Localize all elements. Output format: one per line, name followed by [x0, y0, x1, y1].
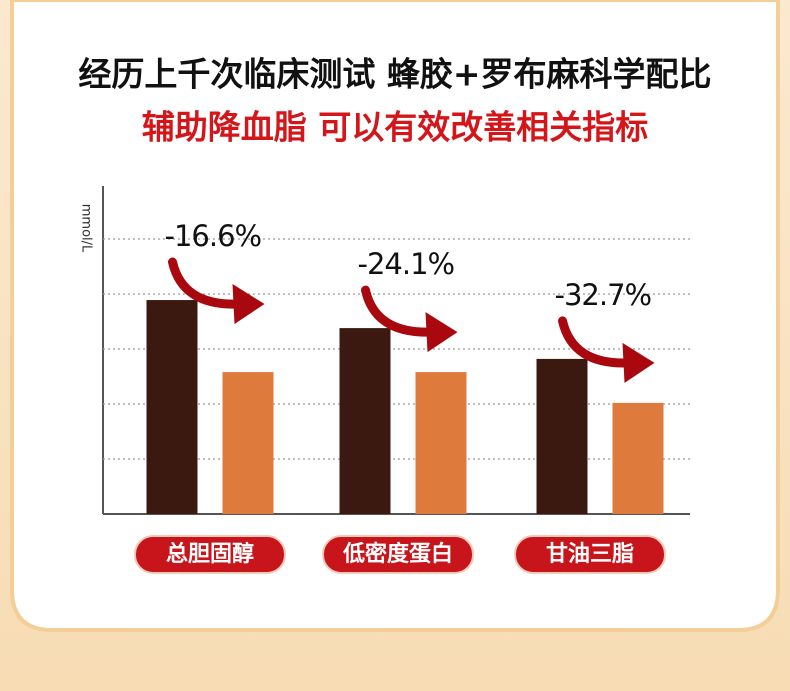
arrow-head — [622, 342, 655, 383]
arrow — [558, 316, 633, 368]
bar — [222, 372, 274, 514]
bar — [146, 300, 198, 514]
x-tick-label: 低密度蛋白 — [342, 541, 453, 567]
bar — [612, 402, 664, 514]
annotation: -24.1% — [358, 247, 455, 281]
bar — [339, 328, 391, 514]
annotation: -16.6% — [165, 219, 262, 253]
arrow — [361, 285, 436, 337]
chart-title: 经历上千次临床测试 蜂胶+罗布麻科学配比 — [78, 55, 711, 94]
bar — [536, 358, 588, 514]
category-pill — [514, 535, 666, 574]
x-tick-label: 甘油三脂 — [546, 541, 634, 567]
arrow-head — [232, 284, 265, 325]
x-tick-label: 总胆固醇 — [166, 541, 254, 567]
annotation: -32.7% — [555, 278, 652, 312]
bar — [415, 372, 467, 514]
y-axis-label: mmol/L — [79, 204, 94, 253]
chart-subtitle: 辅助降血脂 可以有效改善相关指标 — [142, 108, 649, 147]
arrow-head — [425, 312, 458, 353]
category-pill — [134, 535, 286, 574]
category-pill — [322, 535, 474, 574]
arrow — [168, 257, 243, 309]
